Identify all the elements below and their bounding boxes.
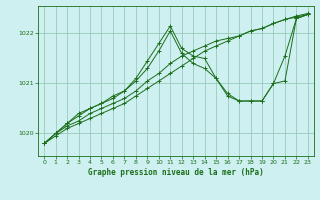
X-axis label: Graphe pression niveau de la mer (hPa): Graphe pression niveau de la mer (hPa) [88,168,264,177]
